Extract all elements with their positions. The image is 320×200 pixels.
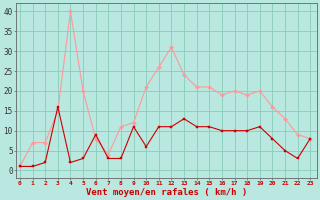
X-axis label: Vent moyen/en rafales ( km/h ): Vent moyen/en rafales ( km/h ): [86, 188, 247, 197]
